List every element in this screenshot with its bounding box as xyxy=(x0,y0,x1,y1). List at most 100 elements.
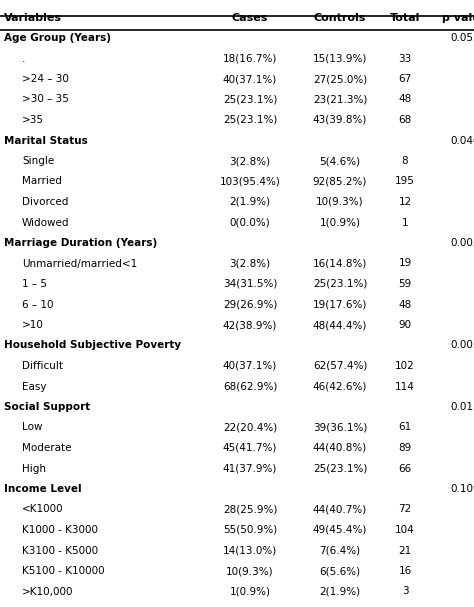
Text: 10(9.3%): 10(9.3%) xyxy=(226,566,274,576)
Text: 68: 68 xyxy=(398,115,411,125)
Text: Social Support: Social Support xyxy=(4,402,90,412)
Text: 19(17.6%): 19(17.6%) xyxy=(313,299,367,310)
Text: >24 – 30: >24 – 30 xyxy=(22,74,69,84)
Text: 3(2.8%): 3(2.8%) xyxy=(229,156,271,166)
Text: Difficult: Difficult xyxy=(22,361,63,371)
Text: K1000 - K3000: K1000 - K3000 xyxy=(22,525,98,535)
Text: Marriage Duration (Years): Marriage Duration (Years) xyxy=(4,238,157,248)
Text: 45(41.7%): 45(41.7%) xyxy=(223,443,277,453)
Text: 25(23.1%): 25(23.1%) xyxy=(223,95,277,104)
Text: Single: Single xyxy=(22,156,54,166)
Text: Marital Status: Marital Status xyxy=(4,135,88,146)
Text: 90: 90 xyxy=(399,320,411,330)
Text: 22(20.4%): 22(20.4%) xyxy=(223,422,277,433)
Text: 0.040: 0.040 xyxy=(450,135,474,146)
Text: 16(14.8%): 16(14.8%) xyxy=(313,259,367,268)
Text: 49(45.4%): 49(45.4%) xyxy=(313,525,367,535)
Text: Widowed: Widowed xyxy=(22,217,70,228)
Text: 44(40.8%): 44(40.8%) xyxy=(313,443,367,453)
Text: 25(23.1%): 25(23.1%) xyxy=(223,115,277,125)
Text: >K10,000: >K10,000 xyxy=(22,586,73,597)
Text: 10(9.3%): 10(9.3%) xyxy=(316,197,364,207)
Text: Age Group (Years): Age Group (Years) xyxy=(4,33,111,43)
Text: 0(0.0%): 0(0.0%) xyxy=(229,217,270,228)
Text: 114: 114 xyxy=(395,382,415,392)
Text: 40(37.1%): 40(37.1%) xyxy=(223,361,277,371)
Text: 28(25.9%): 28(25.9%) xyxy=(223,504,277,515)
Text: 18(16.7%): 18(16.7%) xyxy=(223,53,277,64)
Text: 29(26.9%): 29(26.9%) xyxy=(223,299,277,310)
Text: 1(0.9%): 1(0.9%) xyxy=(319,217,361,228)
Text: 42(38.9%): 42(38.9%) xyxy=(223,320,277,330)
Text: 2(1.9%): 2(1.9%) xyxy=(229,197,271,207)
Text: 0.013: 0.013 xyxy=(450,402,474,412)
Text: 12: 12 xyxy=(398,197,411,207)
Text: Household Subjective Poverty: Household Subjective Poverty xyxy=(4,341,181,350)
Text: 195: 195 xyxy=(395,177,415,186)
Text: 6(5.6%): 6(5.6%) xyxy=(319,566,361,576)
Text: 0.109: 0.109 xyxy=(450,484,474,494)
Text: 43(39.8%): 43(39.8%) xyxy=(313,115,367,125)
Text: 48: 48 xyxy=(398,299,411,310)
Text: 14(13.0%): 14(13.0%) xyxy=(223,546,277,555)
Text: 68(62.9%): 68(62.9%) xyxy=(223,382,277,392)
Text: 67: 67 xyxy=(398,74,411,84)
Text: 5(4.6%): 5(4.6%) xyxy=(319,156,361,166)
Text: 41(37.9%): 41(37.9%) xyxy=(223,464,277,473)
Text: 46(42.6%): 46(42.6%) xyxy=(313,382,367,392)
Text: Controls: Controls xyxy=(314,13,366,23)
Text: 25(23.1%): 25(23.1%) xyxy=(313,279,367,289)
Text: 102: 102 xyxy=(395,361,415,371)
Text: 89: 89 xyxy=(398,443,411,453)
Text: >35: >35 xyxy=(22,115,44,125)
Text: Married: Married xyxy=(22,177,62,186)
Text: 48: 48 xyxy=(398,95,411,104)
Text: 25(23.1%): 25(23.1%) xyxy=(313,464,367,473)
Text: 44(40.7%): 44(40.7%) xyxy=(313,504,367,515)
Text: 27(25.0%): 27(25.0%) xyxy=(313,74,367,84)
Text: 8: 8 xyxy=(401,156,408,166)
Text: 23(21.3%): 23(21.3%) xyxy=(313,95,367,104)
Text: 92(85.2%): 92(85.2%) xyxy=(313,177,367,186)
Text: K5100 - K10000: K5100 - K10000 xyxy=(22,566,105,576)
Text: Easy: Easy xyxy=(22,382,46,392)
Text: 59: 59 xyxy=(398,279,411,289)
Text: 72: 72 xyxy=(398,504,411,515)
Text: Total: Total xyxy=(390,13,420,23)
Text: 61: 61 xyxy=(398,422,411,433)
Text: 7(6.4%): 7(6.4%) xyxy=(319,546,361,555)
Text: 1 – 5: 1 – 5 xyxy=(22,279,47,289)
Text: >30 – 35: >30 – 35 xyxy=(22,95,69,104)
Text: 15(13.9%): 15(13.9%) xyxy=(313,53,367,64)
Text: 2(1.9%): 2(1.9%) xyxy=(319,586,361,597)
Text: 103(95.4%): 103(95.4%) xyxy=(219,177,281,186)
Text: Unmarried/married<1: Unmarried/married<1 xyxy=(22,259,137,268)
Text: High: High xyxy=(22,464,46,473)
Text: 40(37.1%): 40(37.1%) xyxy=(223,74,277,84)
Text: 21: 21 xyxy=(398,546,411,555)
Text: 1: 1 xyxy=(401,217,408,228)
Text: 0.053: 0.053 xyxy=(450,33,474,43)
Text: 19: 19 xyxy=(398,259,411,268)
Text: >10: >10 xyxy=(22,320,44,330)
Text: 6 – 10: 6 – 10 xyxy=(22,299,54,310)
Text: 34(31.5%): 34(31.5%) xyxy=(223,279,277,289)
Text: Cases: Cases xyxy=(232,13,268,23)
Text: 48(44.4%): 48(44.4%) xyxy=(313,320,367,330)
Text: Moderate: Moderate xyxy=(22,443,72,453)
Text: 0.003: 0.003 xyxy=(450,341,474,350)
Text: 33: 33 xyxy=(398,53,411,64)
Text: 0.005: 0.005 xyxy=(450,238,474,248)
Text: <K1000: <K1000 xyxy=(22,504,64,515)
Text: 104: 104 xyxy=(395,525,415,535)
Text: 3(2.8%): 3(2.8%) xyxy=(229,259,271,268)
Text: 3: 3 xyxy=(401,586,408,597)
Text: .: . xyxy=(22,53,26,64)
Text: 1(0.9%): 1(0.9%) xyxy=(229,586,271,597)
Text: Low: Low xyxy=(22,422,43,433)
Text: Income Level: Income Level xyxy=(4,484,82,494)
Text: 55(50.9%): 55(50.9%) xyxy=(223,525,277,535)
Text: 66: 66 xyxy=(398,464,411,473)
Text: 62(57.4%): 62(57.4%) xyxy=(313,361,367,371)
Text: Variables: Variables xyxy=(4,13,62,23)
